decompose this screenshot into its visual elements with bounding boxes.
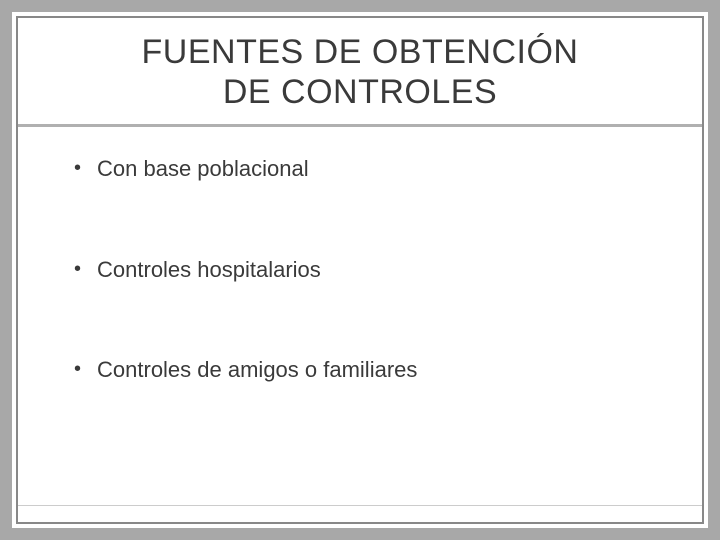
bullet-text: Controles de amigos o familiares (97, 356, 417, 385)
slide-mid-frame: FUENTES DE OBTENCIÓN DE CONTROLES • Con … (12, 12, 708, 528)
bottom-accent-line (18, 505, 702, 506)
bullet-item: • Controles de amigos o familiares (74, 356, 662, 385)
bullet-item: • Controles hospitalarios (74, 256, 662, 285)
slide-outer-frame: FUENTES DE OBTENCIÓN DE CONTROLES • Con … (0, 0, 720, 540)
bullet-dot-icon: • (74, 356, 81, 382)
slide-title: FUENTES DE OBTENCIÓN DE CONTROLES (18, 18, 702, 124)
title-line-1: FUENTES DE OBTENCIÓN (38, 32, 682, 72)
bullet-item: • Con base poblacional (74, 155, 662, 184)
slide-inner-frame: FUENTES DE OBTENCIÓN DE CONTROLES • Con … (16, 16, 704, 524)
bullet-text: Con base poblacional (97, 155, 309, 184)
slide-content: • Con base poblacional • Controles hospi… (18, 127, 702, 522)
bullet-dot-icon: • (74, 155, 81, 181)
bullet-text: Controles hospitalarios (97, 256, 321, 285)
title-line-2: DE CONTROLES (38, 72, 682, 112)
bullet-dot-icon: • (74, 256, 81, 282)
